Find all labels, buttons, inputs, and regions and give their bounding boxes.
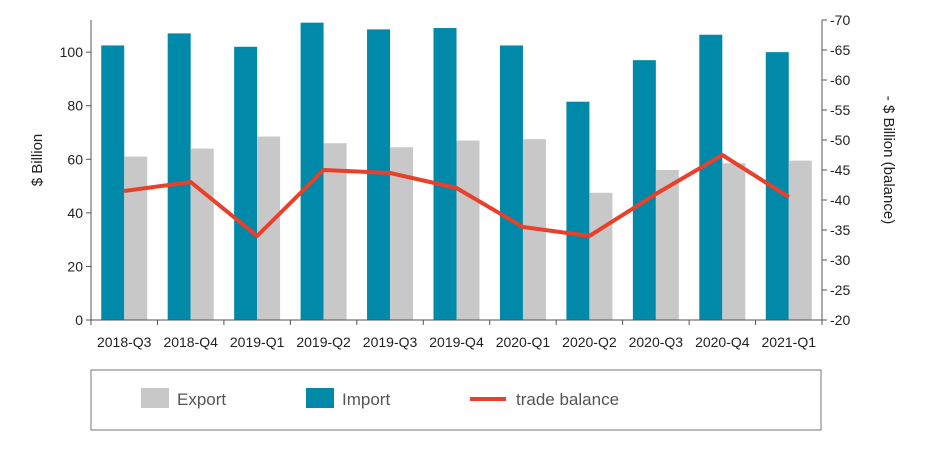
y-tick-right-label: -25 [830,282,850,298]
x-tick-label: 2021-Q1 [762,334,817,350]
trade-balance-point-2020-Q3 [655,193,657,195]
trade-balance-point-2018-Q3 [123,190,125,192]
y-tick-right-label: -60 [830,72,850,88]
x-tick-label: 2018-Q3 [97,334,152,350]
y-tick-left-label: 40 [67,205,83,221]
y-axis-title-left: $ Billion [29,134,46,187]
bars-layer [101,22,812,321]
trade-balance-point-2019-Q2 [323,169,325,171]
trade-balance-point-2018-Q4 [190,181,192,183]
bar-import-2020-Q2 [566,101,590,320]
x-tick-label: 2019-Q1 [230,334,285,350]
bar-import-2019-Q4 [433,28,457,321]
y-tick-right-label: -35 [830,222,850,238]
legend-label-trade-balance: trade balance [516,390,619,409]
trade-balance-point-2019-Q4 [456,187,457,189]
trade-balance-point-2020-Q2 [588,235,590,237]
x-tick-label: 2018-Q4 [163,334,218,350]
legend-swatch-export [141,388,169,408]
y-tick-left-label: 20 [67,258,83,274]
y-tick-left-label: 0 [75,312,83,328]
x-tick-label: 2019-Q2 [296,334,351,350]
ticks-layer: 0 20 40 60 80 100 -20 -25 -30 -35 -40 -45 -50 -55 -60 -… [60,12,851,350]
x-tick-label: 2020-Q4 [695,334,750,350]
bar-import-2020-Q3 [632,60,656,321]
bar-export-2020-Q2 [589,192,613,320]
y-tick-right-label: -65 [830,42,850,58]
y-tick-left-label: 80 [67,98,83,114]
trade-balance-point-2020-Q1 [522,226,524,228]
trade-balance-point-2019-Q1 [256,235,258,237]
legend-label-export: Export [177,390,226,409]
y-tick-right-label: -45 [830,162,850,178]
bar-export-2020-Q4 [722,163,746,320]
x-tick-label: 2020-Q3 [629,334,684,350]
trade-balance-point-2021-Q1 [788,196,790,198]
bar-import-2021-Q1 [765,52,789,321]
bar-export-2019-Q1 [257,136,281,320]
bar-import-2019-Q3 [367,29,391,320]
bar-import-2018-Q3 [101,45,125,320]
y-tick-right-label: -50 [830,132,850,148]
x-tick-label: 2019-Q3 [363,334,418,350]
y-axis-title-right: - $ Billion (balance) [880,96,897,224]
x-tick-label: 2019-Q4 [429,334,484,350]
y-tick-right-label: -70 [830,12,850,28]
bar-export-2019-Q3 [390,147,414,320]
y-tick-left-label: 60 [67,151,83,167]
bar-export-2020-Q3 [655,170,679,320]
legend-swatch-import [306,388,334,408]
x-tick-label: 2020-Q1 [496,334,551,350]
bar-import-2018-Q4 [167,33,191,321]
legend-label-import: Import [342,390,390,409]
trade-balance-point-2020-Q4 [721,154,723,156]
y-tick-right-label: -30 [830,252,850,268]
bar-export-2019-Q2 [323,143,347,320]
legend: Export Import trade balance [90,369,822,431]
y-tick-left-label: 100 [60,44,84,60]
y-tick-right-label: -40 [830,192,850,208]
bar-export-2018-Q4 [190,148,214,320]
bar-export-2021-Q1 [788,160,812,320]
line-layer [123,153,790,238]
bar-import-2020-Q1 [499,45,523,320]
y-tick-right-label: -20 [830,312,850,328]
legend-box [90,369,822,431]
bar-export-2019-Q4 [456,140,480,320]
bar-import-2019-Q2 [300,22,324,321]
bar-import-2020-Q4 [699,34,723,320]
bar-export-2018-Q3 [124,156,148,320]
y-tick-right-label: -55 [830,102,850,118]
x-tick-label: 2020-Q2 [562,334,617,350]
trade-balance-point-2019-Q3 [389,172,391,174]
bar-import-2019-Q1 [234,46,258,321]
